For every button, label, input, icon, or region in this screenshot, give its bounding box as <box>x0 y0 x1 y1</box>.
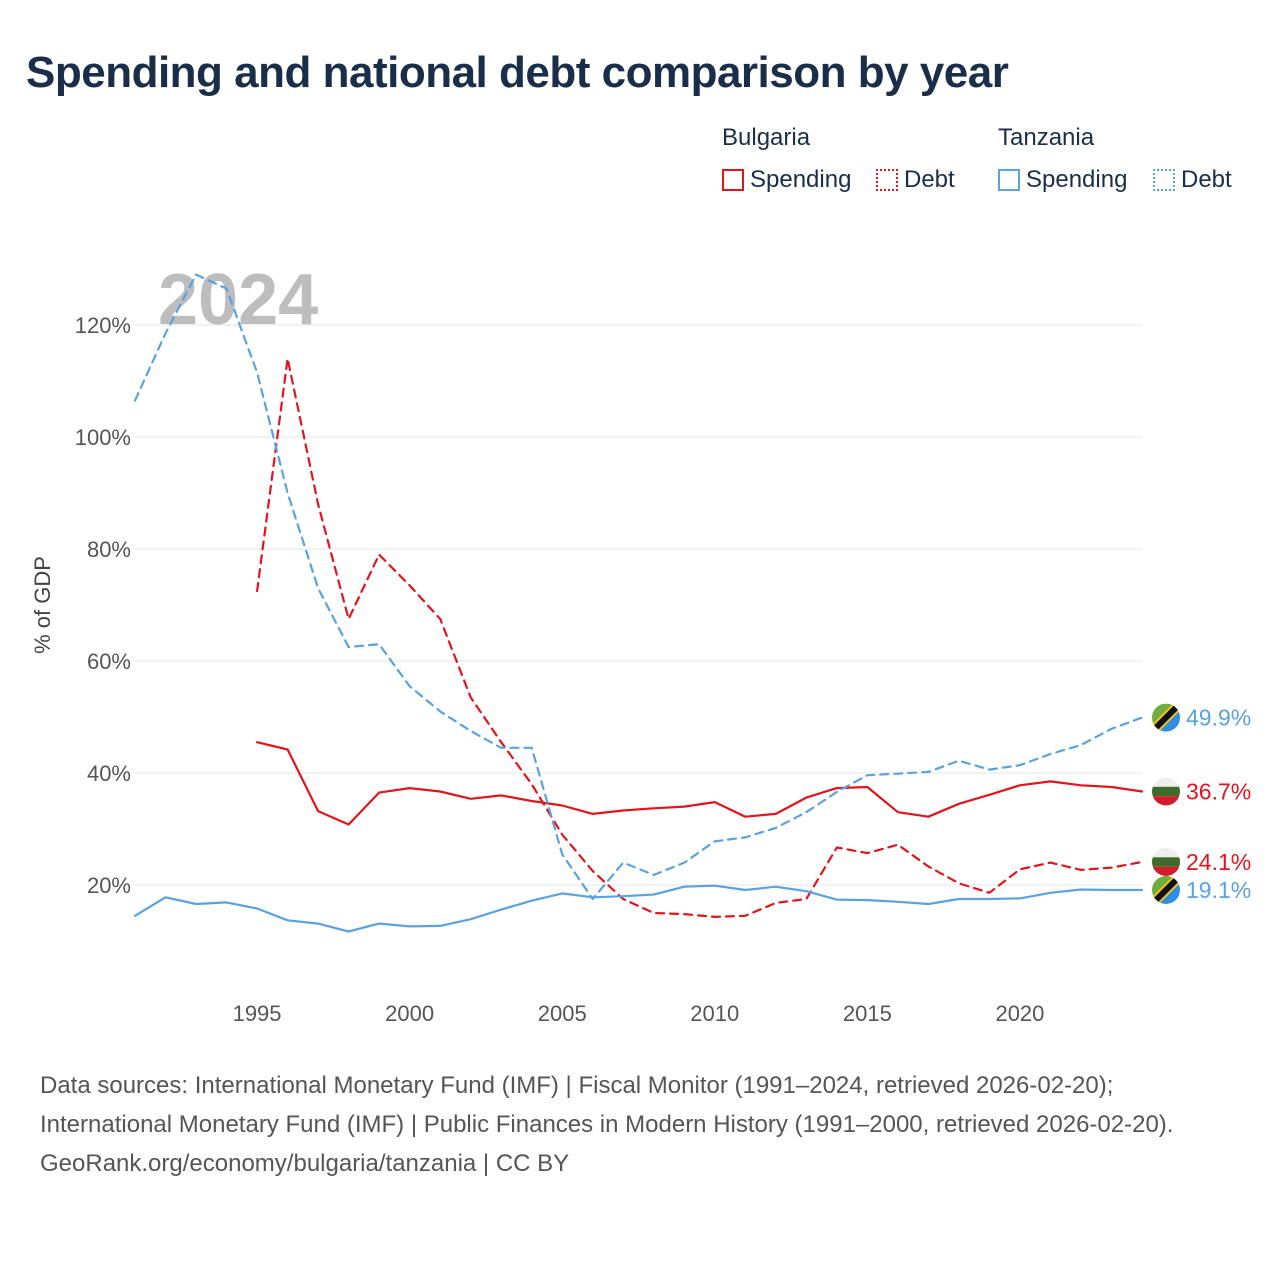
end-label-tanzania-spending: 19.1% <box>1186 877 1251 903</box>
chart-title: Spending and national debt comparison by… <box>26 48 1009 97</box>
end-label-bulgaria-spending: 36.7% <box>1186 779 1251 805</box>
y-tick-label: 80% <box>87 537 131 562</box>
bulgaria-flag-icon <box>1152 848 1180 876</box>
data-sources: Data sources: International Monetary Fun… <box>40 1072 1174 1138</box>
y-tick-label: 40% <box>87 761 131 786</box>
end-markers: 36.7% 24.1%19.1% 49.9% <box>1152 703 1251 904</box>
year-overlay: 2024 <box>158 260 318 340</box>
legend-item-tanzania-spending[interactable]: Spending <box>998 166 1127 194</box>
series-line-tanzania-debt[interactable] <box>133 273 1144 901</box>
series-line-tanzania-spending[interactable] <box>133 884 1144 933</box>
x-tick-label: 1995 <box>233 1001 282 1026</box>
tanzania-flag-icon <box>1152 876 1180 904</box>
legend-item-tanzania-debt[interactable]: Debt <box>1153 166 1232 194</box>
x-tick-label: 2010 <box>690 1001 739 1026</box>
legend-label-bulgaria-spending: Spending <box>750 166 852 193</box>
legend-item-bulgaria-spending[interactable]: Spending <box>722 166 851 194</box>
legend-item-bulgaria-debt[interactable]: Debt <box>876 166 955 194</box>
grid-lines <box>135 324 1142 886</box>
bulgaria-flag-icon <box>1152 777 1180 806</box>
y-axis-title: % of GDP <box>30 556 55 654</box>
legend-country-bulgaria: Bulgaria <box>722 124 811 151</box>
x-tick-label: 2000 <box>385 1001 434 1026</box>
legend-swatch-solid-icon <box>998 169 1020 191</box>
x-tick-label: 2005 <box>538 1001 587 1026</box>
x-axis-ticks: 1995 2000 2005 2010 2015 2020 <box>233 1001 1045 1026</box>
end-label-tanzania-debt: 49.9% <box>1186 705 1251 731</box>
series-line-bulgaria-spending[interactable] <box>256 741 1144 826</box>
footer: Data sources: International Monetary Fun… <box>40 1066 1240 1183</box>
y-tick-label: 100% <box>75 425 131 450</box>
legend-swatch-solid-icon <box>722 169 744 191</box>
legend-label-tanzania-debt: Debt <box>1181 166 1232 193</box>
credit-link[interactable]: GeoRank.org/economy/bulgaria/tanzania | … <box>40 1150 570 1177</box>
legend-swatch-dotted-icon <box>876 169 898 191</box>
x-tick-label: 2020 <box>995 1001 1044 1026</box>
legend-label-bulgaria-debt: Debt <box>904 166 955 193</box>
series-line-bulgaria-debt[interactable] <box>256 357 1144 919</box>
end-label-bulgaria-debt: 24.1% <box>1186 849 1251 875</box>
legend-label-tanzania-spending: Spending <box>1026 166 1128 193</box>
y-tick-label: 120% <box>75 313 131 338</box>
y-tick-label: 60% <box>87 649 131 674</box>
y-tick-label: 20% <box>87 873 131 898</box>
line-chart: 20% 40% 60% 80% 100% 120% 1995 2000 2005 2010 201… <box>30 260 1251 1026</box>
x-tick-label: 2015 <box>843 1001 892 1026</box>
series-lines <box>133 273 1144 933</box>
y-axis-ticks: 20% 40% 60% 80% 100% 120% <box>75 313 131 898</box>
legend-country-tanzania: Tanzania <box>998 124 1095 151</box>
legend-swatch-dotted-icon <box>1153 169 1175 191</box>
tanzania-flag-icon <box>1152 703 1180 732</box>
